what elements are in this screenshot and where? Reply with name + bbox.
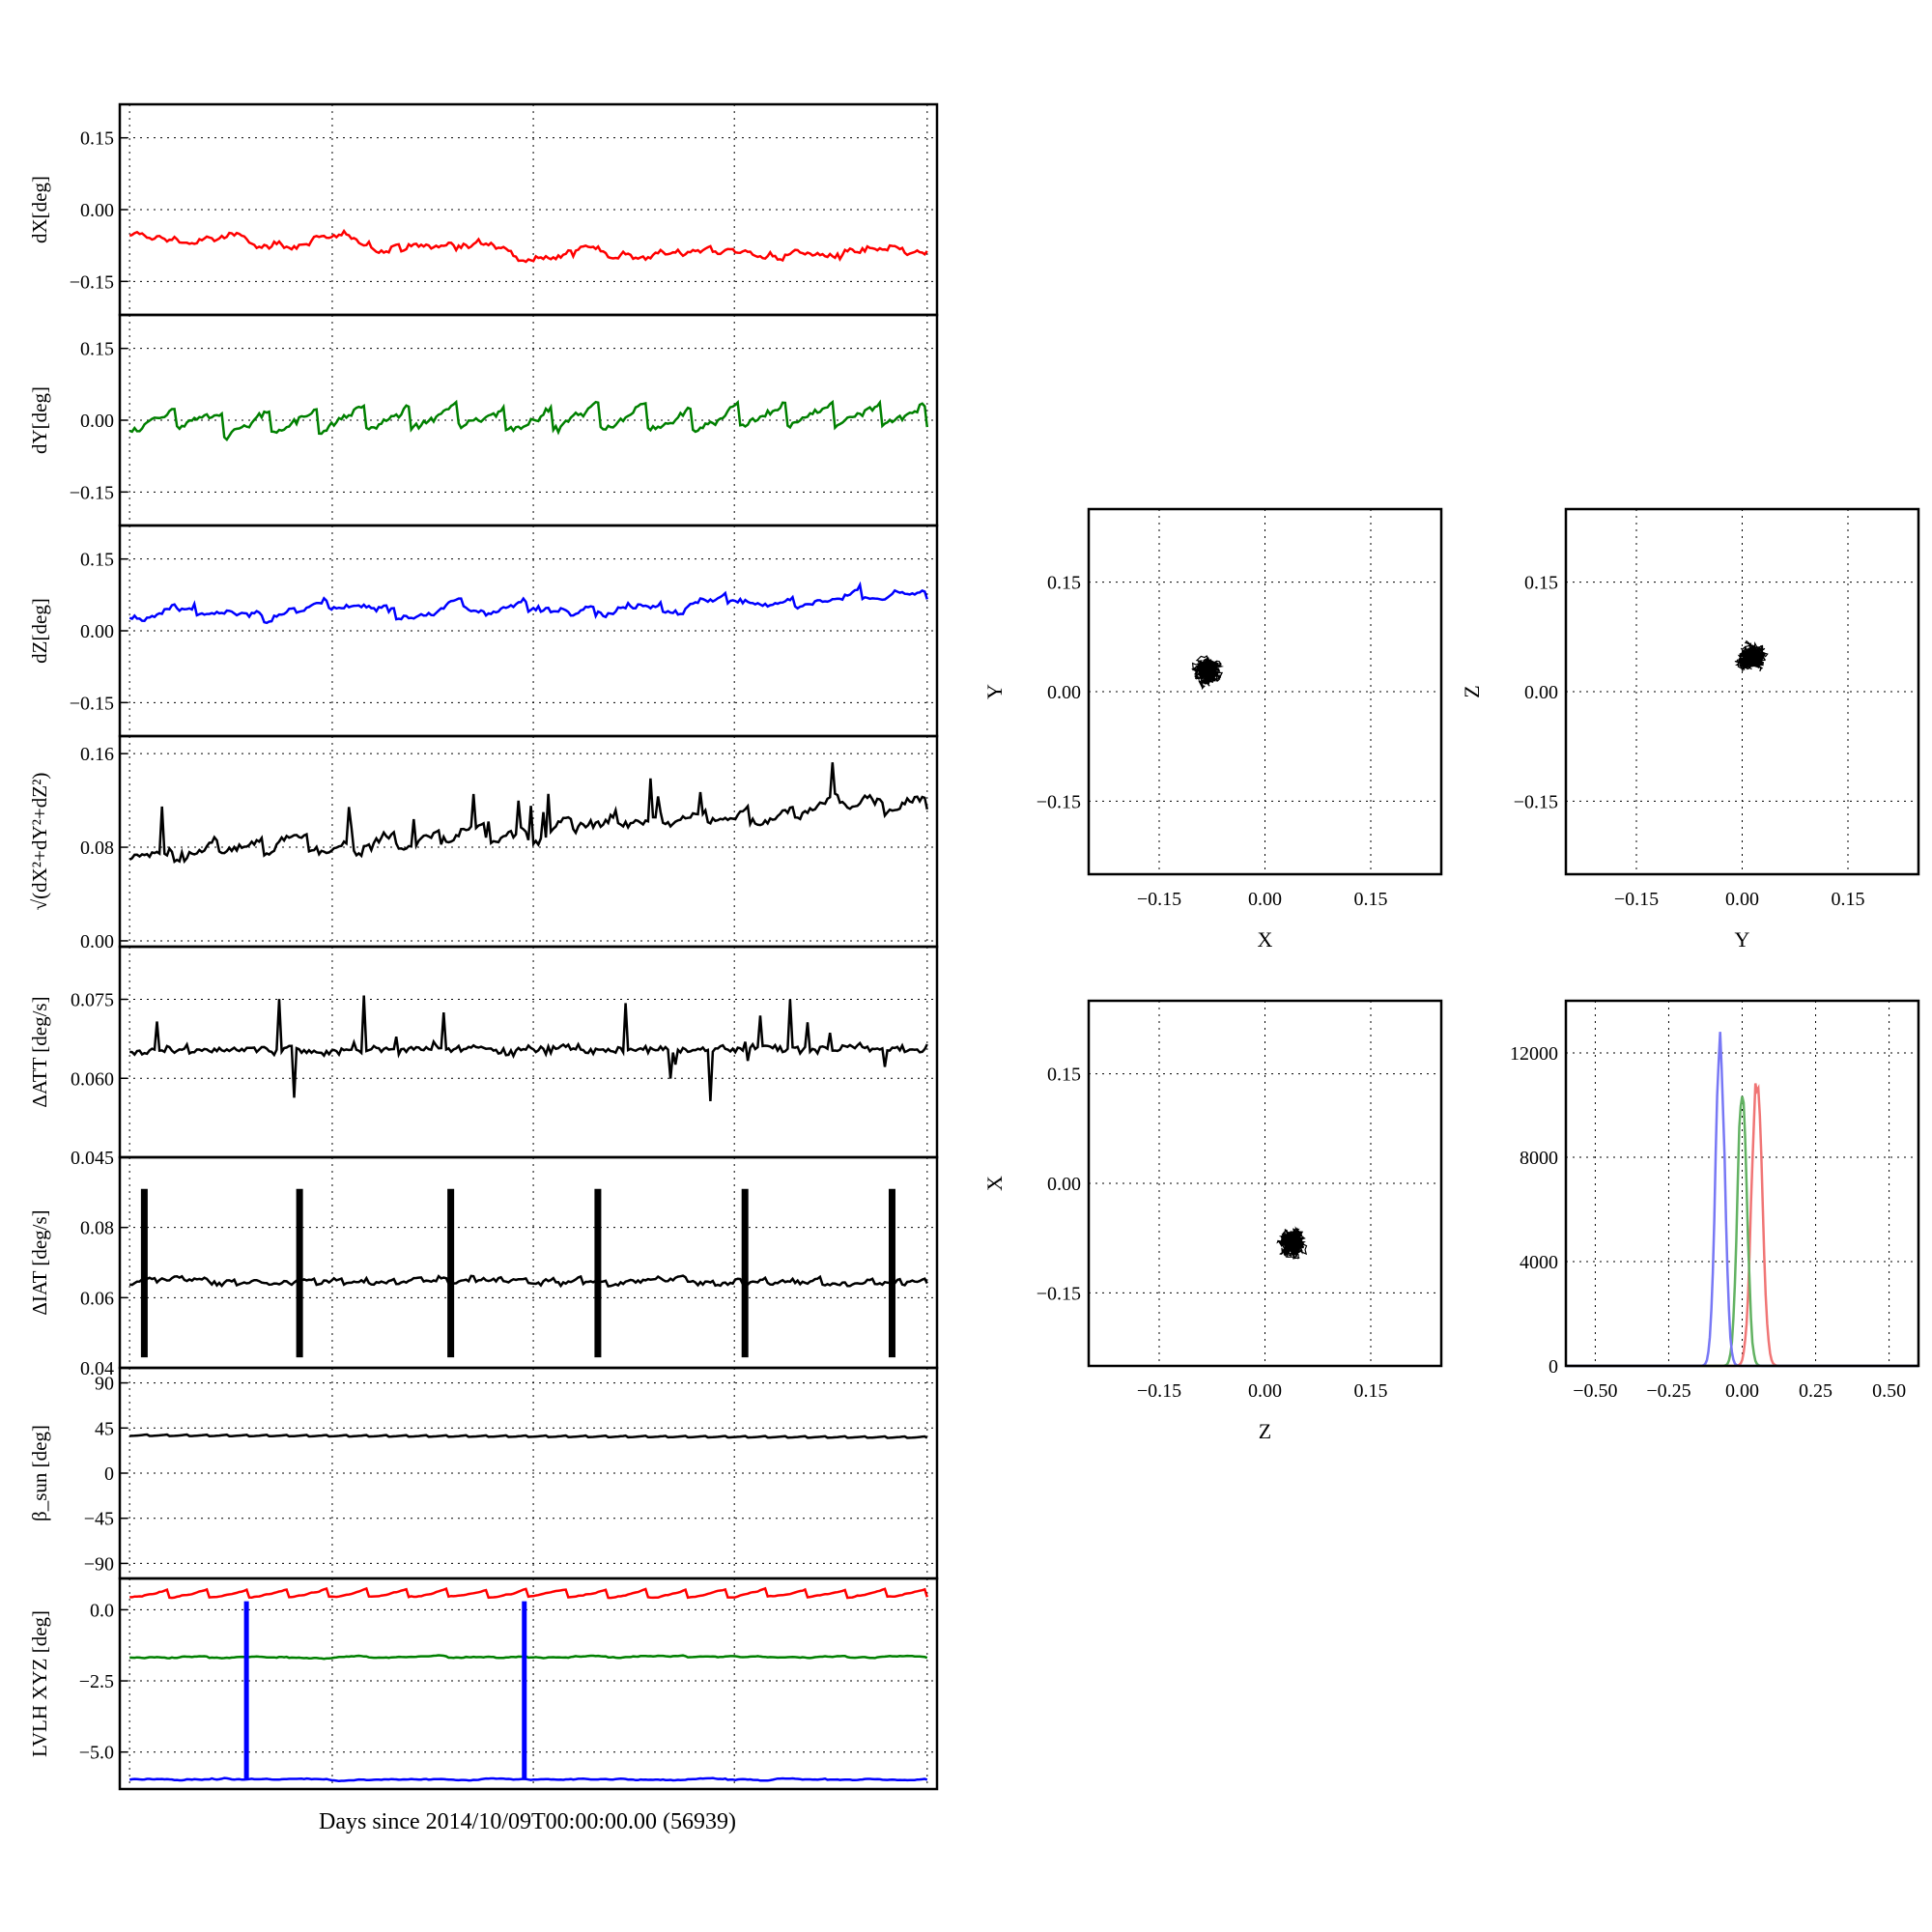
panel-xy-xtick-label-0: −0.15 [1137,889,1181,910]
panel-dY-ytick-label-0: 0.15 [80,339,114,360]
panel-hist-ytick-label-3: 0 [1548,1356,1558,1378]
panel-beta-series-0 [129,1433,928,1439]
panel-zx-ytick-label-0: −0.15 [1037,1283,1081,1304]
panel-beta-ytick-label-3: −45 [84,1509,114,1530]
panel-beta-ytick-label-4: −90 [84,1553,114,1575]
panel-dIAT-ytick-label-0: 0.08 [80,1218,114,1239]
panel-yz-ytick-label-2: 0.15 [1524,573,1558,594]
panel-dR-frame [118,734,939,949]
panel-zx-xtick-label-0: −0.15 [1137,1380,1181,1402]
panel-hist-ytick-label-1: 8000 [1520,1148,1558,1169]
panel-lvlh-series-1 [129,1654,928,1661]
panel-dR-ytick-label-2: 0.00 [80,931,114,952]
panel-zx-xlabel: Z [1259,1419,1271,1443]
panel-dY-ytick-label-1: 0.00 [80,411,114,432]
panel-xy-xlabel: X [1258,927,1273,952]
panel-zx-ytick-label-2: 0.15 [1047,1065,1081,1086]
panel-xy-ytick-label-1: 0.00 [1047,682,1081,703]
panel-yz-xtick-label-0: −0.15 [1614,889,1659,910]
panel-dATT-series-0 [129,995,928,1101]
panel-lvlh-ylabel: LVLH XYZ [deg] [28,1610,51,1757]
panel-xy-xtick-label-1: 0.00 [1248,889,1282,910]
panel-dZ-ytick-label-2: −0.15 [70,693,114,714]
panel-zx-xtick-label-1: 0.00 [1248,1380,1282,1402]
panel-hist-xtick-label-3: 0.25 [1799,1380,1833,1402]
panel-hist-xtick-label-1: −0.25 [1646,1380,1690,1402]
panel-yz-frame [1564,507,1920,876]
panel-yz-ytick-label-1: 0.00 [1524,682,1558,703]
panel-beta-ytick-label-1: 45 [95,1418,114,1439]
panel-dR-series-0 [128,762,929,865]
panel-xy-ytick-label-0: −0.15 [1037,791,1081,812]
panel-dY-series-0 [128,399,929,442]
panel-dATT-ylabel: ΔATT [deg/s] [28,996,51,1107]
panel-dX-ylabel: dX[deg] [28,176,51,243]
panel-dZ-series-0 [128,581,928,625]
panel-dZ-ytick-label-0: 0.15 [80,550,114,571]
panel-dX-ytick-label-0: 0.15 [80,128,114,150]
panel-yz-ylabel: Z [1460,685,1484,697]
panel-zx-ylabel: X [982,1176,1007,1191]
panel-beta-ytick-label-0: 90 [95,1374,114,1395]
panel-beta-ytick-label-2: 0 [104,1463,114,1485]
chart-panels: 0.150.00−0.15dX[deg]0.150.00−0.15dY[deg]… [28,102,1920,1791]
panel-hist-ytick-label-2: 4000 [1520,1252,1558,1273]
panel-lvlh-frame [118,1577,939,1791]
panel-beta-ylabel: β_sun [deg] [28,1425,51,1521]
panel-yz-cloud [1734,639,1769,672]
panel-lvlh-ytick-label-1: −2.5 [79,1671,114,1692]
panel-dY-ylabel: dY[deg] [28,386,51,454]
panel-dIAT-series-0 [128,1274,928,1289]
panel-zx-cloud [1276,1226,1308,1260]
panel-xy-frame [1087,507,1443,876]
panel-dX-series-0 [128,228,928,264]
panel-xy-cloud [1191,655,1224,691]
panel-dX-ytick-label-2: −0.15 [70,271,114,293]
panel-zx-xtick-label-2: 0.15 [1354,1380,1388,1402]
panel-dR-ytick-label-0: 0.16 [80,744,114,765]
panel-dR-ytick-label-1: 0.08 [80,838,114,859]
panel-lvlh-ytick-label-2: −5.0 [79,1743,114,1764]
panel-hist-frame [1564,999,1920,1368]
panel-dATT-ytick-label-1: 0.060 [71,1068,114,1090]
panel-lvlh-ytick-label-0: 0.0 [90,1600,114,1621]
panel-lvlh-series-0 [129,1586,928,1600]
panel-dX-ytick-label-1: 0.00 [80,200,114,221]
panel-dATT-ytick-label-0: 0.075 [71,990,114,1011]
panel-hist-xtick-label-0: −0.50 [1573,1380,1617,1402]
panel-dIAT-frame [118,1155,939,1370]
panel-yz-xtick-label-1: 0.00 [1725,889,1759,910]
panel-yz-xlabel: Y [1735,927,1750,952]
panel-dIAT-ytick-label-1: 0.06 [80,1288,114,1309]
panel-hist-xtick-label-4: 0.50 [1872,1380,1906,1402]
panel-xy-ylabel: Y [982,684,1007,699]
panel-dIAT-ylabel: ΔIAT [deg/s] [28,1209,51,1315]
panel-dR-ylabel: √(dX²+dY²+dZ²) [28,773,51,911]
panel-dZ-ylabel: dZ[deg] [28,598,51,664]
panel-zx-ytick-label-1: 0.00 [1047,1174,1081,1195]
panel-dZ-ytick-label-1: 0.00 [80,621,114,642]
panel-yz-ytick-label-0: −0.15 [1514,791,1558,812]
panel-hist-ytick-label-0: 12000 [1510,1043,1558,1065]
panel-dATT-ytick-label-2: 0.045 [71,1148,114,1169]
panel-xy-ytick-label-2: 0.15 [1047,573,1081,594]
panel-dATT-frame [118,945,939,1159]
panel-dIAT-ytick-label-2: 0.04 [80,1358,114,1379]
panel-xy-xtick-label-2: 0.15 [1354,889,1388,910]
panel-zx-frame [1087,999,1443,1368]
panel-lvlh-series-2 [128,1776,928,1783]
common-x-axis-label: Days since 2014/10/09T00:00:00.00 (56939… [319,1809,736,1834]
panel-dY-ytick-label-2: −0.15 [70,482,114,503]
panel-yz-xtick-label-2: 0.15 [1832,889,1865,910]
panel-hist-xtick-label-2: 0.00 [1725,1380,1759,1402]
